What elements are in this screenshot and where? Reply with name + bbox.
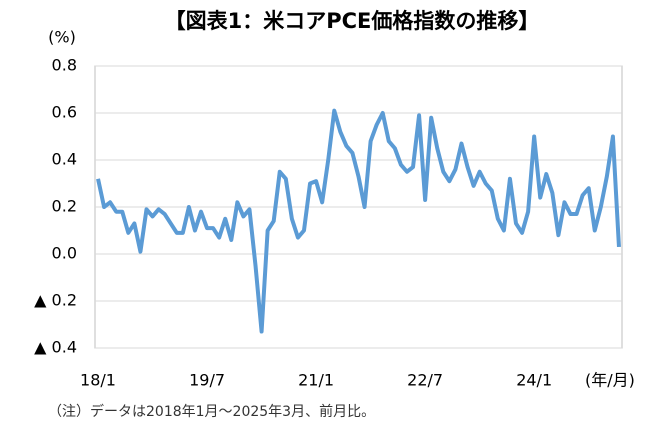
note: （注）データは2018年1月～2025年3月、前月比。 [48, 403, 375, 420]
x-unit: (年/月) [585, 371, 635, 390]
y-tick-label: 0.2 [52, 197, 77, 216]
y-tick-label: 0.0 [52, 244, 77, 263]
y-tick-label: 0.6 [52, 103, 77, 122]
x-tick-label: 22/7 [407, 371, 443, 390]
data-line [96, 108, 621, 334]
chart-title: 【図表1：米コアPCE価格指数の推移】 [165, 9, 540, 33]
y-tick-label: 0.8 [52, 56, 77, 75]
x-tick-label: 18/1 [80, 371, 116, 390]
y-tick-label: ▲ 0.2 [34, 291, 77, 310]
y-tick-label: 0.4 [52, 150, 77, 169]
x-tick-label: 19/7 [189, 371, 225, 390]
x-tick-label: 21/1 [298, 371, 334, 390]
y-unit: (%) [48, 28, 76, 47]
x-tick-label: 24/1 [516, 371, 552, 390]
y-tick-label: ▲ 0.4 [34, 338, 77, 357]
